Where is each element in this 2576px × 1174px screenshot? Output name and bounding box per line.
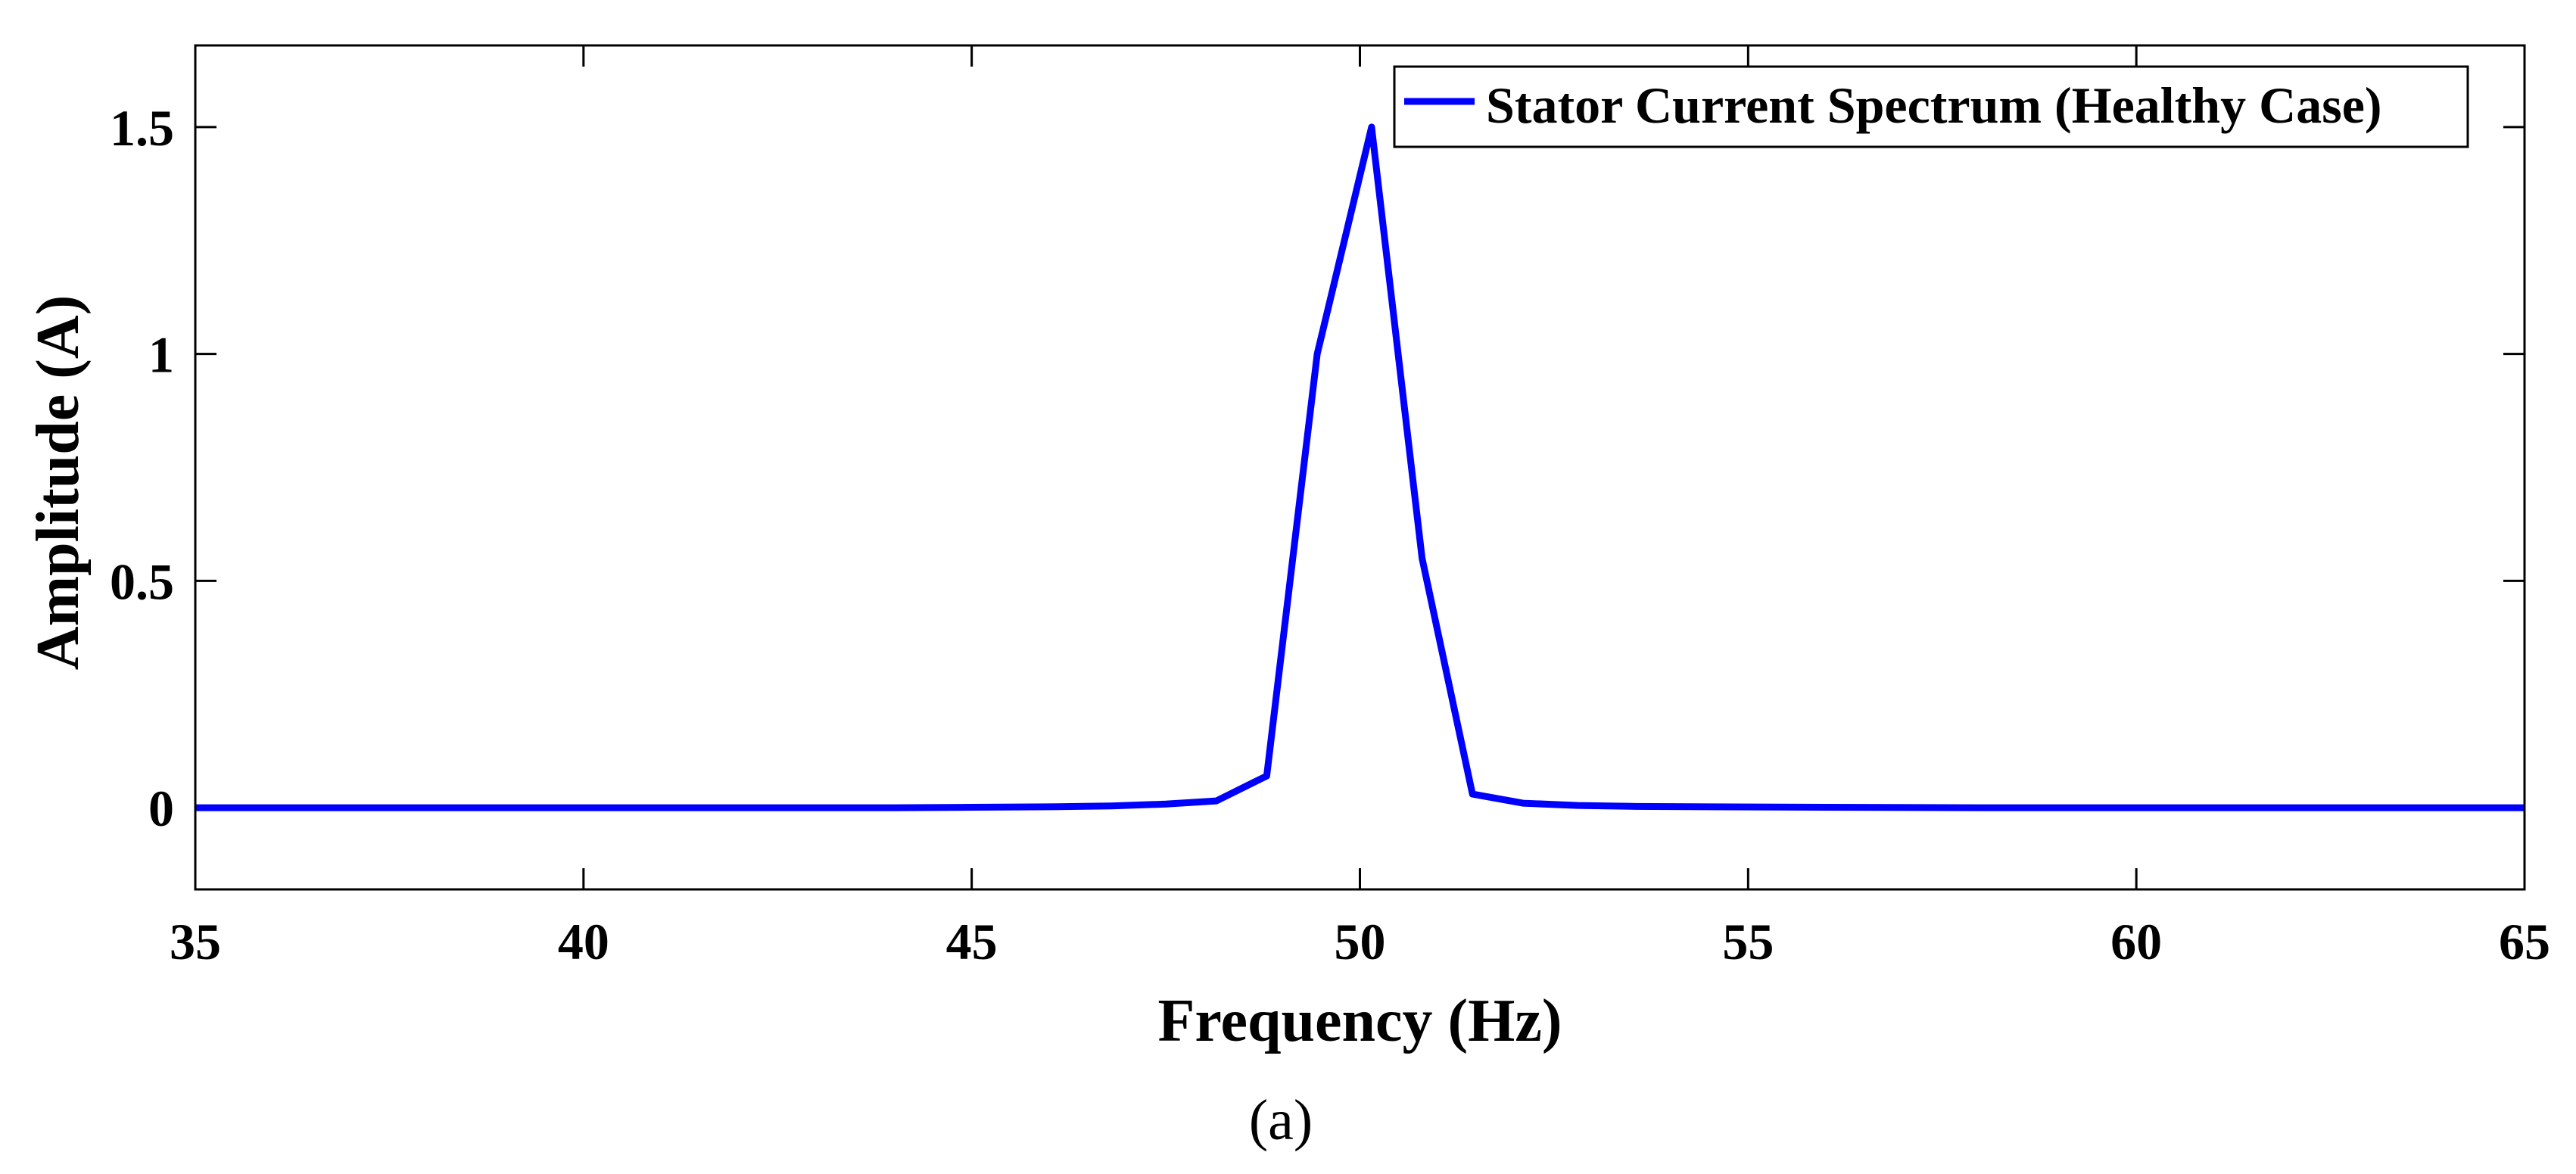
y-axis-title: Amplitude (A) [25, 295, 92, 671]
x-tick-labels: 35 40 45 50 55 60 65 [170, 913, 2550, 970]
x-tick-label: 35 [170, 913, 221, 970]
series-group [195, 123, 2525, 811]
y-tick-label: 0 [148, 780, 174, 837]
x-tick-label: 45 [946, 913, 998, 970]
x-tick-label: 40 [558, 913, 609, 970]
plot-frame [194, 44, 2526, 891]
x-tick-label: 60 [2110, 913, 2162, 970]
x-tick-label: 50 [1335, 913, 1386, 970]
y-tick-label: 0.5 [110, 553, 174, 610]
x-tick-label: 55 [1722, 913, 1774, 970]
legend-label: Stator Current Spectrum (Healthy Case) [1486, 76, 2382, 134]
x-axis-title: Frequency (Hz) [1158, 988, 1562, 1054]
figure-caption: (a) [1249, 1088, 1313, 1152]
y-tick-label: 1 [148, 326, 174, 384]
x-tick-label: 65 [2499, 913, 2550, 970]
legend-box [1393, 65, 2469, 148]
legend: Stator Current Spectrum (Healthy Case) [1393, 65, 2469, 148]
y-tick-labels: 0 0.5 1 1.5 [110, 99, 174, 837]
y-tick-label: 1.5 [110, 99, 174, 157]
series-line-0 [195, 123, 2525, 811]
